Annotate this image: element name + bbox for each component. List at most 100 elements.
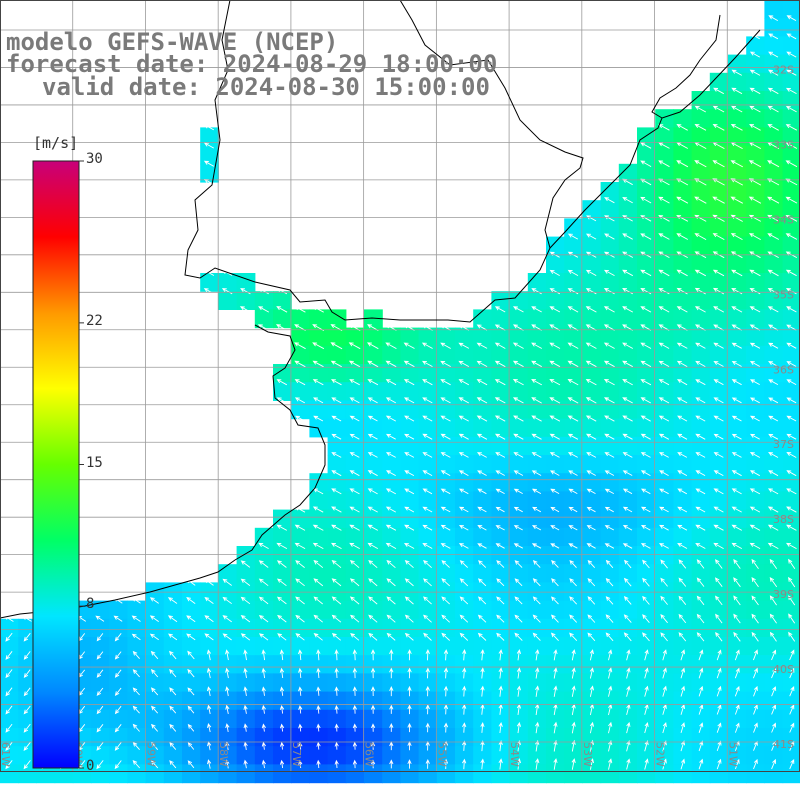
wind-arrow — [458, 342, 470, 349]
wind-arrow — [658, 196, 670, 204]
wind-arrow — [788, 576, 796, 588]
speed-cell — [127, 618, 147, 638]
wind-arrow — [495, 525, 505, 531]
speed-cell — [782, 200, 800, 219]
speed-cell — [527, 564, 547, 583]
speed-cell — [345, 546, 365, 565]
wind-arrow — [114, 742, 122, 751]
wind-arrow — [680, 667, 686, 679]
speed-cell — [345, 691, 365, 711]
speed-cell — [546, 291, 565, 310]
speed-cell — [309, 709, 329, 729]
speed-cell — [436, 364, 456, 383]
speed-cell — [764, 0, 784, 19]
speed-cell — [527, 418, 547, 438]
speed-cell — [18, 618, 37, 638]
wind-arrow — [423, 614, 432, 623]
coastline-atlantic-path — [549, 29, 761, 249]
speed-cell — [327, 364, 347, 383]
wind-arrow — [298, 686, 303, 696]
speed-cell — [382, 600, 401, 620]
coastline — [0, 0, 761, 619]
speed-cell — [582, 236, 602, 256]
wind-arrow — [477, 614, 487, 623]
wind-arrow — [132, 741, 140, 750]
speed-cell — [436, 618, 456, 638]
speed-cell — [691, 509, 711, 529]
speed-cell — [709, 618, 729, 638]
wind-arrow — [480, 758, 485, 770]
speed-cell — [691, 600, 711, 620]
speed-cell — [309, 618, 329, 638]
speed-cell — [200, 637, 219, 656]
wind-arrow — [694, 287, 706, 295]
wind-arrow — [294, 506, 306, 513]
speed-cell — [655, 382, 674, 401]
wind-arrow — [404, 433, 415, 440]
speed-cell — [345, 364, 365, 383]
speed-cell — [691, 655, 711, 674]
speed-cell — [163, 655, 183, 674]
speed-cell — [746, 254, 765, 274]
wind-arrow — [567, 288, 579, 295]
wind-arrow — [676, 360, 688, 367]
wind-arrow — [640, 196, 652, 204]
speed-cell — [18, 655, 37, 674]
speed-cell — [509, 691, 529, 711]
speed-cell — [637, 691, 656, 711]
wind-arrow — [313, 633, 323, 641]
wind-arrow — [658, 379, 670, 386]
wind-arrow — [608, 758, 613, 770]
wind-arrow — [662, 667, 667, 679]
wind-arrow — [640, 525, 651, 531]
wind-arrow — [367, 488, 378, 495]
speed-cell — [236, 764, 256, 784]
wind-arrow — [298, 705, 303, 714]
wind-arrow — [713, 397, 724, 404]
wind-arrow — [222, 633, 232, 641]
speed-cell — [509, 546, 529, 565]
wind-arrow — [641, 506, 651, 513]
speed-cell — [436, 764, 456, 784]
speed-cell — [364, 327, 383, 347]
speed-cell — [291, 509, 310, 529]
wind-arrow — [407, 704, 412, 715]
wind-arrow — [713, 87, 725, 95]
wind-arrow — [225, 649, 230, 661]
wind-arrow — [767, 196, 780, 204]
wind-arrow — [604, 488, 615, 494]
speed-cell — [327, 527, 347, 547]
speed-cell — [455, 709, 474, 729]
wind-arrow — [676, 397, 688, 404]
speed-cell — [382, 564, 401, 583]
speed-cell — [600, 455, 620, 474]
wind-arrow — [731, 488, 742, 495]
speed-cell — [236, 637, 256, 656]
speed-cell — [709, 491, 729, 511]
wind-arrow — [404, 452, 415, 458]
speed-cell — [600, 200, 620, 219]
speed-cell — [655, 709, 674, 729]
speed-cell — [546, 418, 565, 438]
wind-arrow — [658, 415, 670, 422]
wind-arrow — [712, 105, 725, 113]
wind-arrow — [786, 379, 797, 385]
wind-arrow — [313, 578, 324, 587]
speed-cell — [291, 600, 310, 620]
wind-arrow — [768, 433, 779, 440]
wind-arrow — [749, 542, 761, 549]
wind-arrow — [771, 686, 777, 697]
wind-arrow — [187, 705, 195, 714]
wind-arrow — [786, 433, 797, 440]
speed-cell — [655, 764, 674, 784]
wind-arrow — [96, 742, 104, 751]
speed-cell — [600, 746, 620, 765]
wind-arrow — [642, 577, 650, 587]
speed-cell — [145, 600, 165, 620]
speed-cell — [655, 618, 674, 638]
speed-cell — [382, 400, 401, 420]
speed-cell — [327, 673, 347, 693]
speed-cell — [91, 618, 110, 638]
speed-cell — [728, 564, 747, 583]
speed-cell — [637, 218, 656, 238]
